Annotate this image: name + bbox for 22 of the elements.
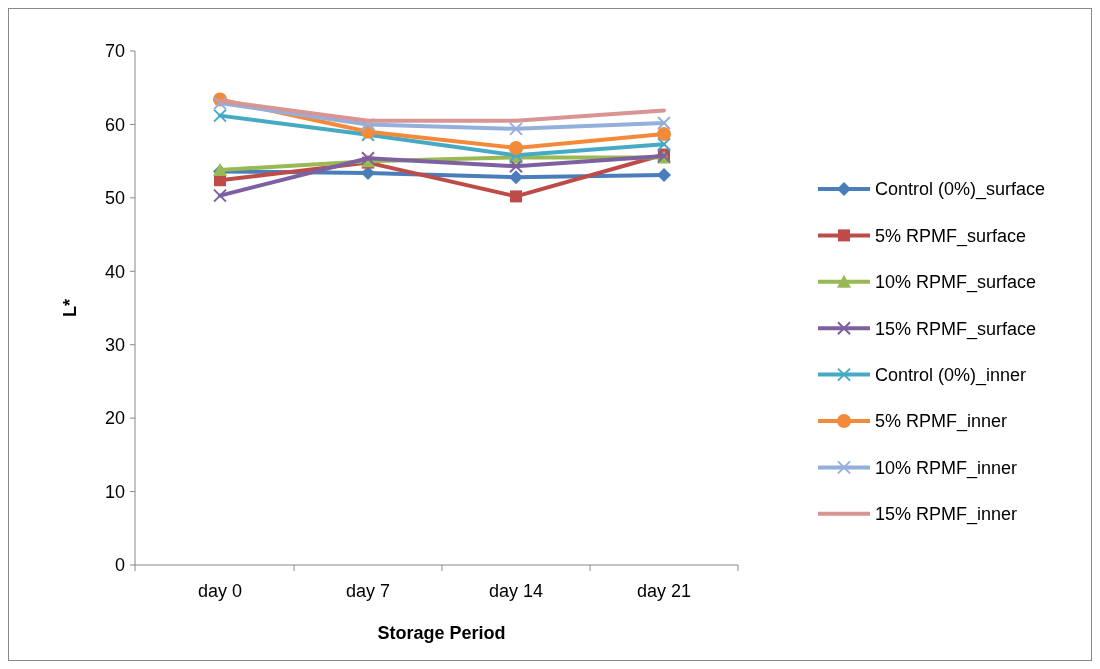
legend-label: Control (0%)_inner [875, 364, 1027, 386]
y-tick-label: 10 [104, 481, 125, 502]
y-tick-label: 50 [104, 188, 125, 209]
x-tick-label: day 0 [197, 581, 243, 601]
y-axis-title: L* [60, 299, 80, 317]
legend-label: 5% RPMF_surface [875, 225, 1027, 247]
legend-label: 10% RPMF_inner [875, 457, 1018, 479]
y-tick-label: 40 [104, 261, 125, 282]
y-tick-label: 30 [104, 335, 125, 356]
x-tick-label: day 7 [345, 581, 391, 601]
legend-label: 15% RPMF_surface [875, 318, 1037, 340]
y-tick-label: 60 [104, 114, 125, 135]
x-tick-label: day 21 [636, 581, 692, 601]
legend-label: 15% RPMF_inner [875, 504, 1018, 526]
x-axis-title: Storage Period [377, 623, 506, 643]
legend-label: Control (0%)_surface [875, 179, 1046, 201]
y-tick-label: 70 [104, 41, 125, 62]
y-tick-label: 0 [114, 555, 125, 576]
legend-label: 10% RPMF_surface [875, 272, 1037, 294]
y-tick-label: 20 [104, 408, 125, 429]
x-tick-label: day 14 [488, 581, 544, 601]
legend-label: 5% RPMF_inner [875, 411, 1008, 433]
